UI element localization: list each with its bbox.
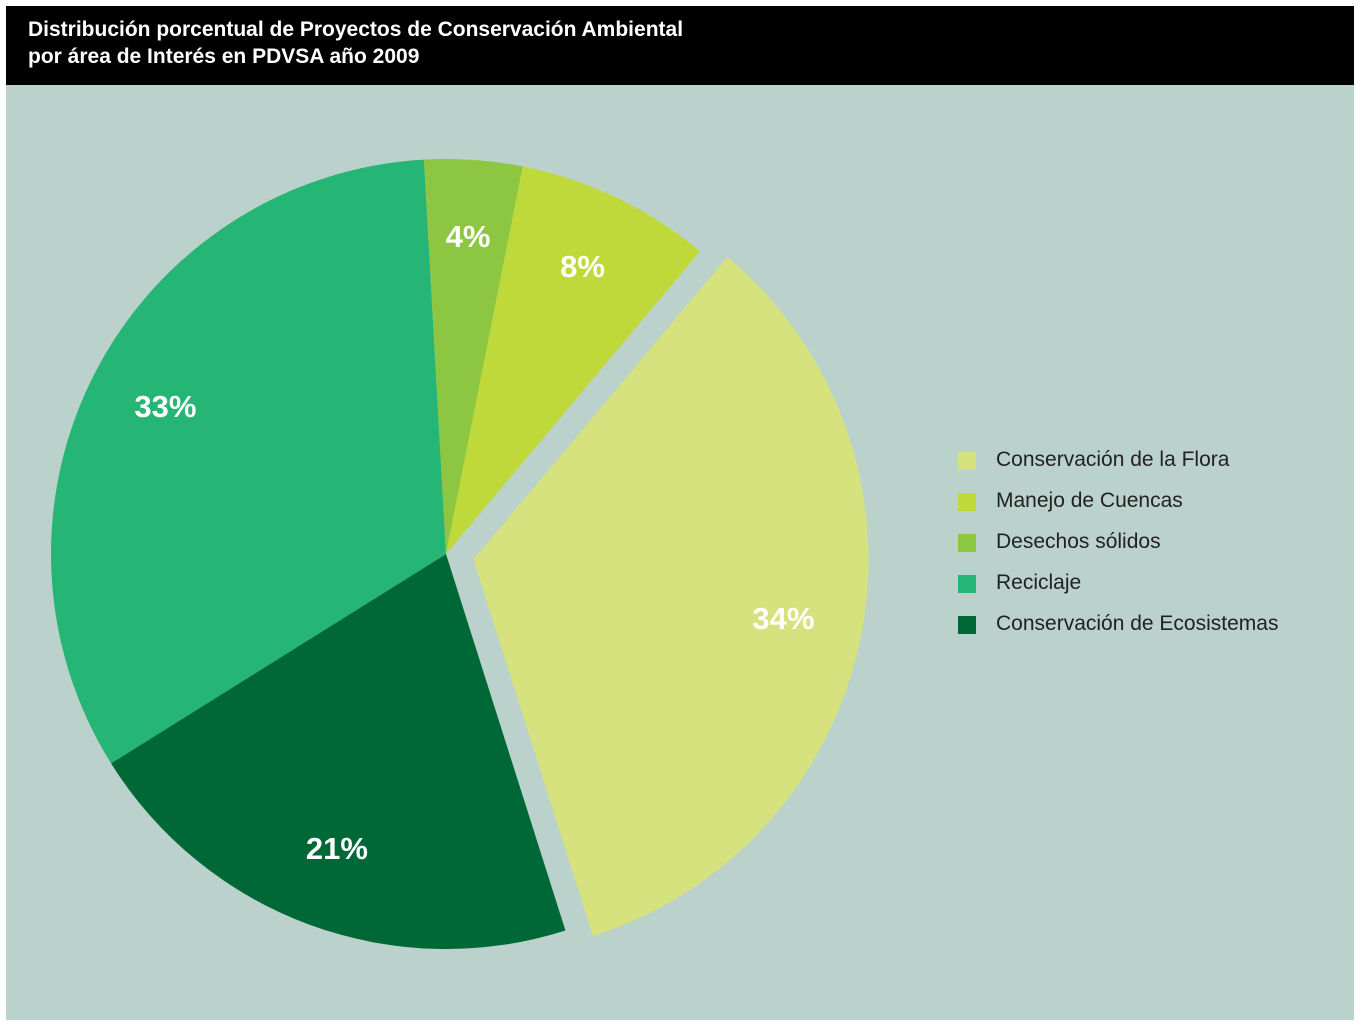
chart-subtitle: por área de Interés en PDVSA año 2009 — [28, 45, 420, 68]
pie-value-labels: 34% 21% 33% 4% 8% — [134, 219, 814, 866]
pie-slice-4 — [446, 166, 700, 555]
pie-slice-3 — [423, 159, 523, 554]
legend-swatch-2 — [958, 534, 976, 552]
pie-slice-1 — [111, 554, 566, 949]
pie-slice-0 — [473, 256, 869, 936]
pie-slice-2 — [51, 159, 447, 764]
legend-label-0: Conservación de la Flora — [996, 448, 1230, 471]
pie-chart: 34% 21% 33% 4% 8% — [51, 159, 869, 949]
legend-swatch-1 — [958, 493, 976, 511]
chart-title: Distribución porcentual de Proyectos de … — [28, 18, 684, 41]
legend-swatch-3 — [958, 575, 976, 593]
legend-label-2: Desechos sólidos — [996, 530, 1161, 553]
chart-frame: Distribución porcentual de Proyectos de … — [6, 6, 1354, 1020]
legend-label-4: Conservación de Ecosistemas — [996, 612, 1279, 635]
pie-value-label-2: 33% — [134, 389, 196, 424]
pie-value-label-0: 34% — [752, 601, 814, 636]
pie-value-label-4: 8% — [560, 249, 605, 284]
legend-label-3: Reciclaje — [996, 571, 1082, 594]
pie-value-label-1: 21% — [306, 831, 368, 866]
legend-swatch-4 — [958, 616, 976, 634]
pie-slices — [51, 159, 869, 949]
pie-value-label-3: 4% — [446, 219, 491, 254]
legend-swatch-0 — [958, 452, 976, 470]
title-bar: Distribución porcentual de Proyectos de … — [6, 6, 1354, 85]
legend-label-1: Manejo de Cuencas — [996, 489, 1183, 512]
